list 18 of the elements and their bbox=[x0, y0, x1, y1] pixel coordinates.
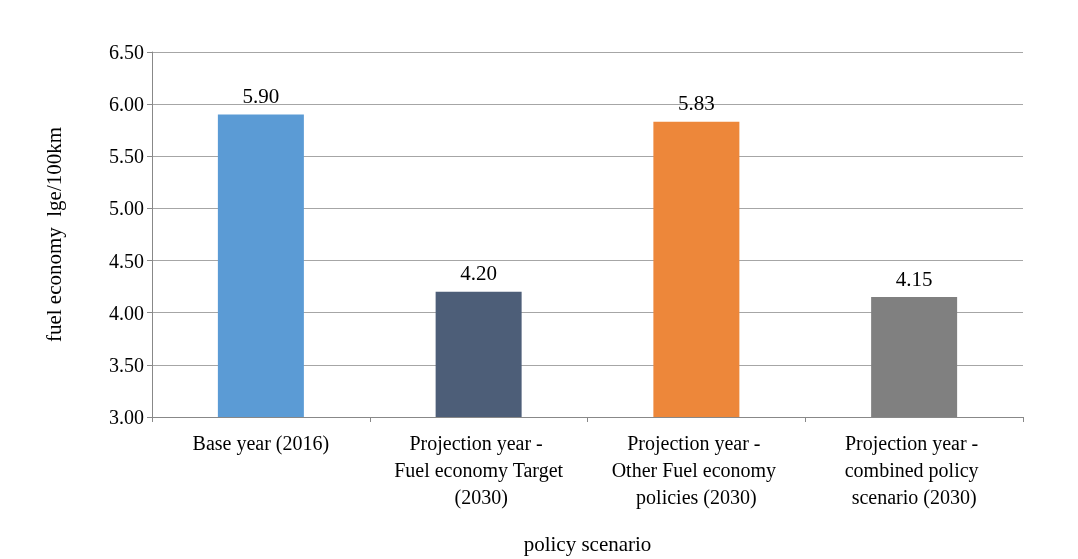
x-tick-label: Projection year - Other Fuel economy policies (2030) bbox=[611, 431, 782, 509]
x-axis-title: policy scenario bbox=[523, 531, 652, 556]
data-label: 5.83 bbox=[678, 91, 715, 116]
y-tick-label: 6.50 bbox=[109, 41, 144, 63]
y-tick-label: 5.00 bbox=[109, 197, 144, 220]
x-tick-label: Projection year - combined policy scenario (2030) bbox=[844, 431, 984, 509]
data-label: 5.90 bbox=[242, 84, 280, 109]
y-tick-label: 4.00 bbox=[109, 301, 144, 324]
data-label: 4.20 bbox=[460, 261, 497, 286]
y-tick-label: 6.00 bbox=[109, 93, 144, 116]
data-label: 4.15 bbox=[895, 266, 933, 291]
y-tick-label: 3.00 bbox=[109, 406, 144, 428]
x-tick-label: Projection year - Fuel economy Target (2030) bbox=[394, 431, 564, 509]
x-tick-label: Base year (2016) bbox=[192, 431, 330, 455]
y-tick-label: 3.50 bbox=[109, 353, 144, 376]
y-axis-title: fuel economy lge/100km bbox=[41, 126, 66, 343]
y-tick-label: 4.50 bbox=[109, 249, 144, 272]
y-tick-label: 5.50 bbox=[109, 145, 144, 168]
